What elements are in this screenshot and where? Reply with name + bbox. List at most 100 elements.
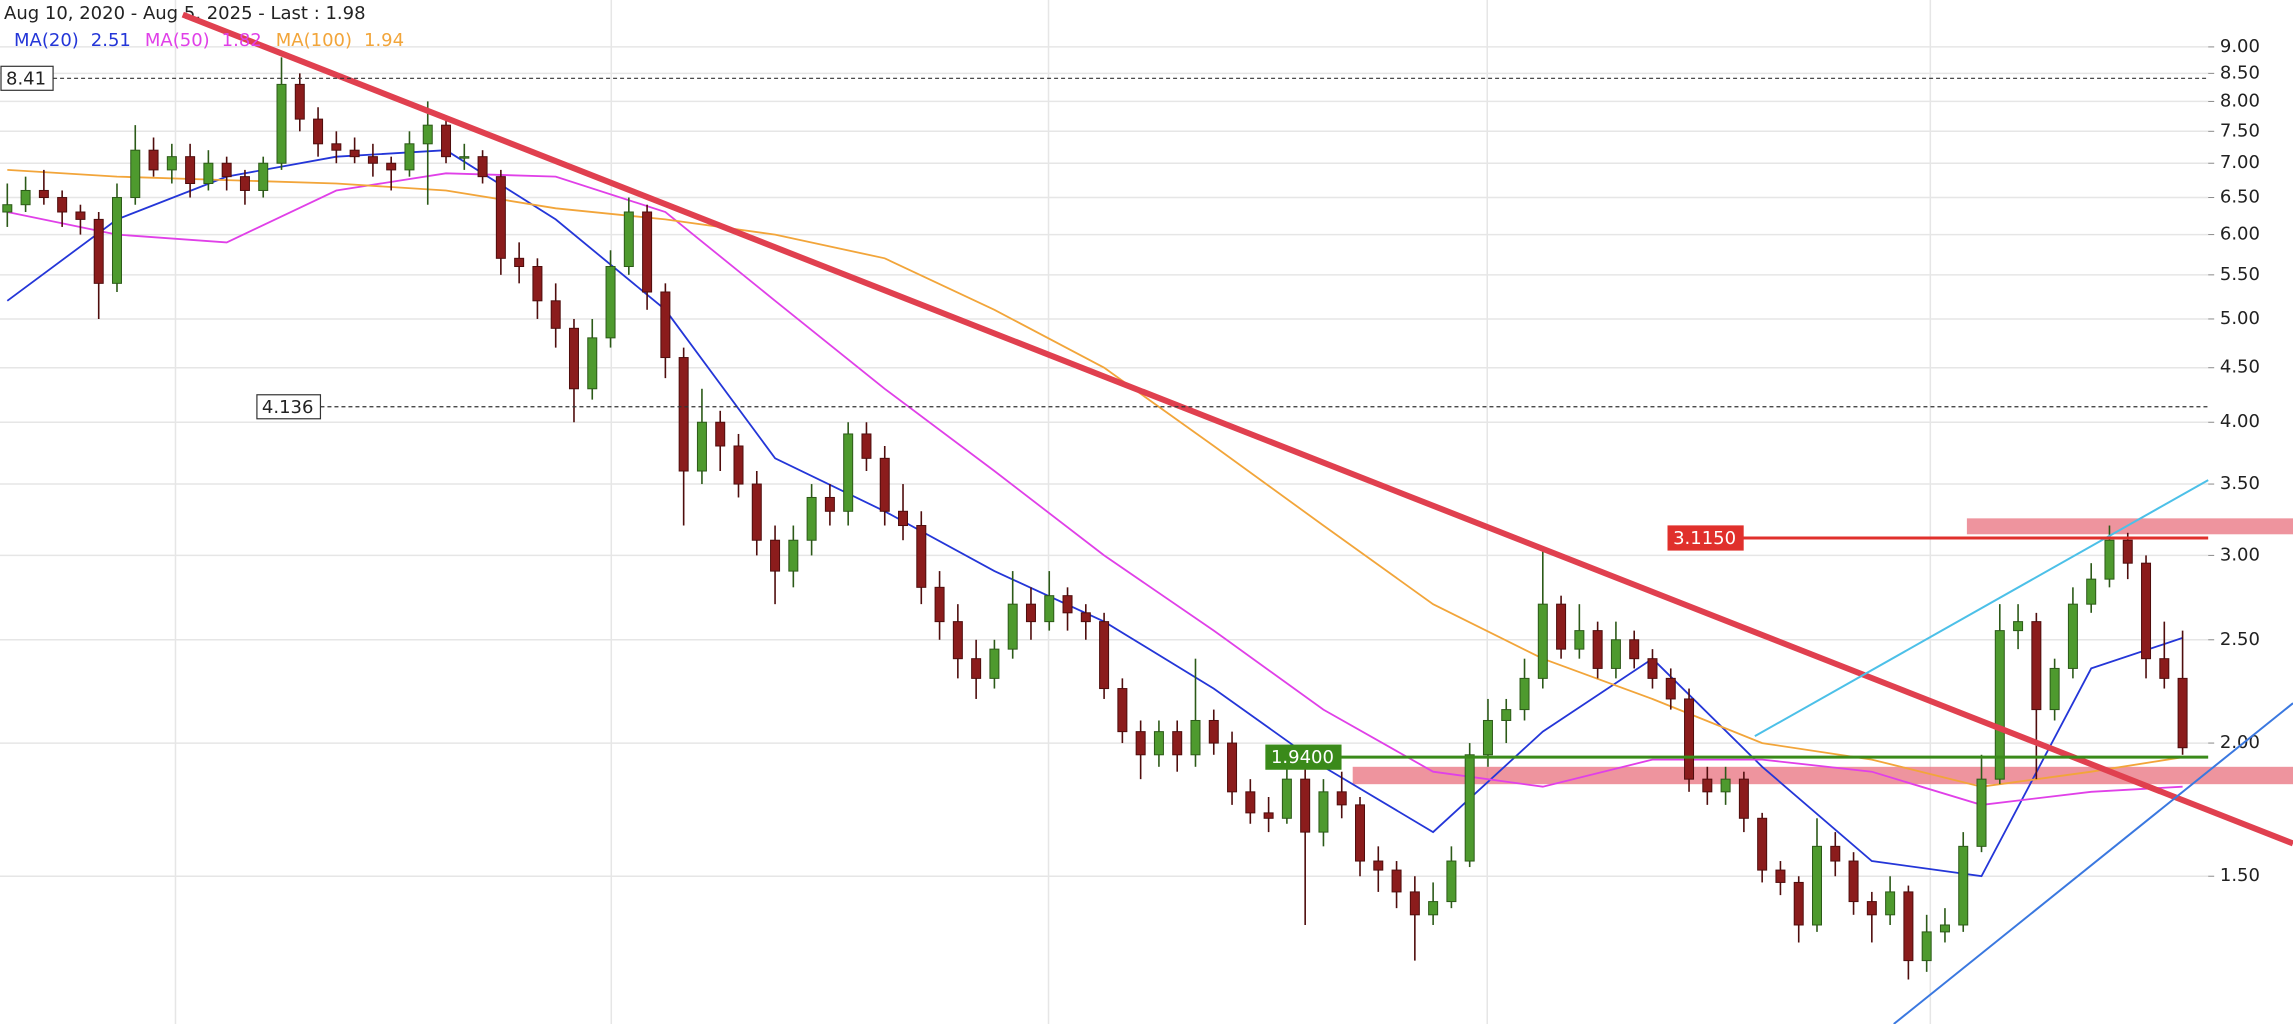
y-tick-label: 1.50 xyxy=(2220,865,2260,886)
candle-body xyxy=(1629,639,1640,660)
candle-body xyxy=(1025,603,1036,623)
y-tick-label: 5.00 xyxy=(2220,308,2260,329)
y-tick-label: 4.50 xyxy=(2220,357,2260,378)
candle-body xyxy=(623,211,634,268)
candle-body xyxy=(1994,630,2005,780)
candle-body xyxy=(239,176,250,191)
candle-body xyxy=(916,525,927,588)
candle-body xyxy=(806,496,817,541)
candle-body xyxy=(349,149,360,158)
y-tick-label: 7.50 xyxy=(2220,120,2260,141)
candle-body xyxy=(751,483,762,541)
candle-body xyxy=(221,162,232,178)
candle-body xyxy=(1208,719,1219,744)
candle-body xyxy=(2104,539,2115,580)
candle-body xyxy=(1976,778,1987,847)
level-label: 1.9400 xyxy=(1271,747,1334,768)
candle-body xyxy=(1811,845,1822,926)
candle-body xyxy=(258,162,269,191)
candle-body xyxy=(111,197,122,284)
candle-body xyxy=(2049,667,2060,711)
candle-body xyxy=(879,457,890,512)
candle-body xyxy=(1300,778,1311,833)
candle-body xyxy=(1428,901,1439,916)
candle-body xyxy=(1574,630,1585,650)
trendline xyxy=(1754,479,2209,738)
candle-body xyxy=(1172,731,1183,756)
candle-body xyxy=(1409,891,1420,916)
candle-body xyxy=(1391,869,1402,893)
candle-body xyxy=(898,510,909,527)
candle-body xyxy=(1153,731,1164,756)
candle-body xyxy=(294,83,305,120)
level-label: 8.41 xyxy=(6,68,46,89)
candle-body xyxy=(2159,658,2170,679)
candle-body xyxy=(770,539,781,572)
candle-body xyxy=(2013,621,2024,632)
zone xyxy=(1966,518,2293,535)
y-tick-label: 8.50 xyxy=(2220,62,2260,83)
candle-body xyxy=(788,539,799,572)
y-tick-label: 2.50 xyxy=(2220,629,2260,650)
candle-body xyxy=(20,189,31,206)
candle-body xyxy=(1939,924,1950,933)
candle-body xyxy=(38,189,49,199)
candle-body xyxy=(1355,804,1366,862)
candle-body xyxy=(404,143,415,171)
y-tick-label: 6.00 xyxy=(2220,224,2260,245)
candle-body xyxy=(2031,621,2042,711)
candle-body xyxy=(1903,891,1914,962)
candle-body xyxy=(824,496,835,512)
candle-body xyxy=(495,176,506,259)
candle-body xyxy=(1684,698,1695,780)
candle-body xyxy=(715,421,726,447)
legend-value: 2.51 xyxy=(91,30,131,51)
trendline xyxy=(1893,702,2293,1024)
candle-body xyxy=(1062,595,1073,614)
candle-body xyxy=(459,156,470,159)
candle-body xyxy=(441,124,452,158)
candle-body xyxy=(367,156,378,164)
candle-body xyxy=(1793,881,1804,926)
candle-body xyxy=(568,327,579,390)
level-label: 3.1150 xyxy=(1673,528,1736,549)
level-label: 4.136 xyxy=(262,397,314,418)
candle-body xyxy=(75,211,86,220)
y-tick-label: 5.50 xyxy=(2220,264,2260,285)
candle-body xyxy=(1519,677,1530,711)
candle-body xyxy=(1757,817,1768,871)
legend-name: MA(100) xyxy=(276,30,352,51)
moving-average-line xyxy=(7,172,2183,806)
candle-body xyxy=(952,621,963,660)
candle-body xyxy=(185,156,196,185)
candle-body xyxy=(1738,778,1749,819)
candle-body xyxy=(605,266,616,339)
candle-body xyxy=(1885,891,1896,916)
zone xyxy=(1352,766,2293,785)
candle-body xyxy=(1958,845,1969,926)
level-label-box xyxy=(256,394,322,420)
candle-body xyxy=(1336,791,1347,806)
legend-value: 1.94 xyxy=(364,30,404,51)
candle-body xyxy=(514,257,525,268)
candle-body xyxy=(696,421,707,472)
candle-body xyxy=(2,204,13,213)
candle-body xyxy=(477,156,488,178)
candle-body xyxy=(733,445,744,485)
candle-body xyxy=(1044,595,1055,623)
candle-body xyxy=(1665,677,1676,700)
candle-body xyxy=(1647,658,1658,679)
candle-body xyxy=(1921,931,1932,962)
candle-body xyxy=(57,197,68,213)
candle-body xyxy=(843,433,854,512)
candle-body xyxy=(1537,603,1548,679)
candle-body xyxy=(1281,778,1292,819)
candle-body xyxy=(1830,845,1841,862)
candle-body xyxy=(313,118,324,145)
candle-body xyxy=(550,300,561,329)
candle-body xyxy=(1848,860,1859,903)
legend-value: 1.82 xyxy=(222,30,262,51)
